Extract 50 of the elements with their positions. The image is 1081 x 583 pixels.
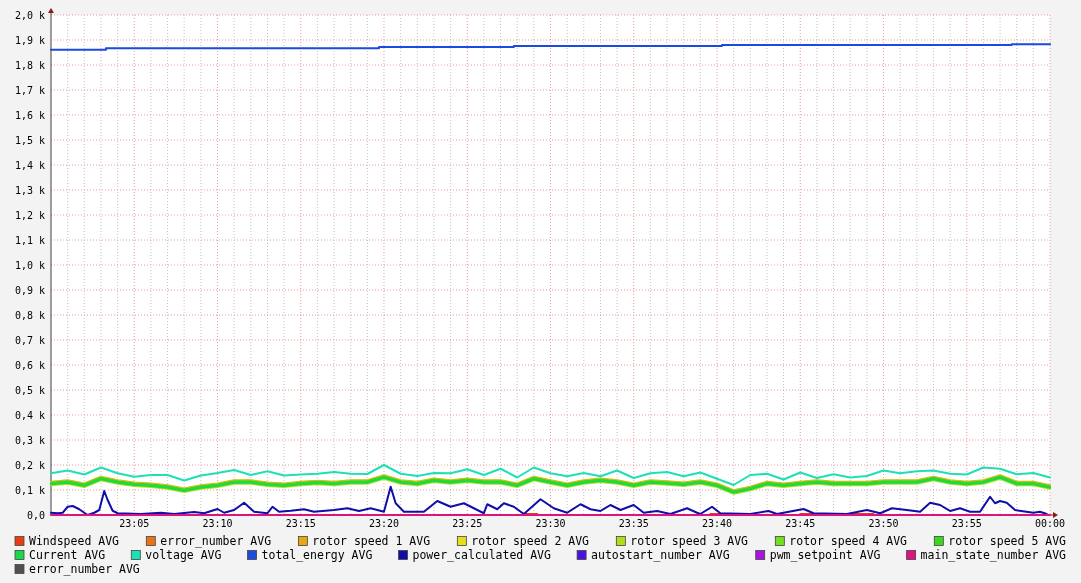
y-tick-label: 1,0 k [14,259,45,271]
y-tick-label: 0,6 k [14,359,45,371]
y-tick-label: 0,4 k [14,409,45,421]
x-tick-label: 23:05 [119,517,150,529]
x-tick-label: 23:45 [785,517,816,529]
legend-label: rotor speed 5 AVG [948,534,1067,548]
y-tick-label: 1,2 k [14,209,45,221]
x-tick-label: 23:55 [951,517,982,529]
x-tick-label: 23:20 [368,517,400,529]
y-tick-label: 1,7 k [14,84,45,96]
x-tick-label: 00:00 [1034,517,1066,529]
y-tick-label: 0,3 k [14,434,45,446]
legend-label: rotor speed 1 AVG [312,534,431,548]
x-tick-label: 23:50 [868,517,899,529]
y-tick-label: 0,5 k [14,384,45,396]
legend-label: error_number AVG [160,534,272,548]
y-tick-label: 1,6 k [14,109,45,121]
legend-label: total_energy AVG [261,548,373,562]
x-tick-label: 23:35 [618,517,649,529]
legend-label: pwm_setpoint AVG [769,548,881,562]
y-tick-label: 0,2 k [14,459,45,471]
y-tick-label: 0,8 k [14,309,45,321]
legend-label: rotor speed 3 AVG [630,534,749,548]
y-tick-label: 0,9 k [14,284,45,296]
legend-label: power_calculated AVG [412,548,552,562]
line-series [50,485,1048,516]
legend-label: main_state_number AVG [920,548,1067,562]
legend-label: rotor speed 2 AVG [471,534,590,548]
y-tick-label: 0,7 k [14,334,45,346]
line-series [50,464,1051,486]
y-tick-label: 0,1 k [14,484,45,496]
y-tick-label: 1,3 k [14,184,45,196]
y-tick-label: 2,0 k [14,9,45,21]
legend-label: error_number AVG [29,562,140,576]
y-tick-label: 1,1 k [14,234,45,246]
y-tick-label: 1,9 k [14,34,45,46]
legend-label: Current AVG [29,548,106,562]
y-tick-label: 1,8 k [14,59,45,71]
x-tick-label: 23:40 [701,517,733,529]
x-tick-label: 23:15 [285,517,316,529]
x-tick-label: 23:25 [452,517,483,529]
y-tick-label: 0,0 [26,509,45,521]
legend-label: rotor speed 4 AVG [789,534,908,548]
x-tick-label: 23:30 [535,517,566,529]
legend-label: voltage AVG [145,548,222,562]
y-tick-label: 1,4 k [14,159,45,171]
y-tick-label: 1,5 k [14,134,45,146]
legend-label: autostart_number AVG [591,548,730,562]
legend-label: Windspeed AVG [29,534,120,548]
x-tick-label: 23:10 [202,517,233,529]
